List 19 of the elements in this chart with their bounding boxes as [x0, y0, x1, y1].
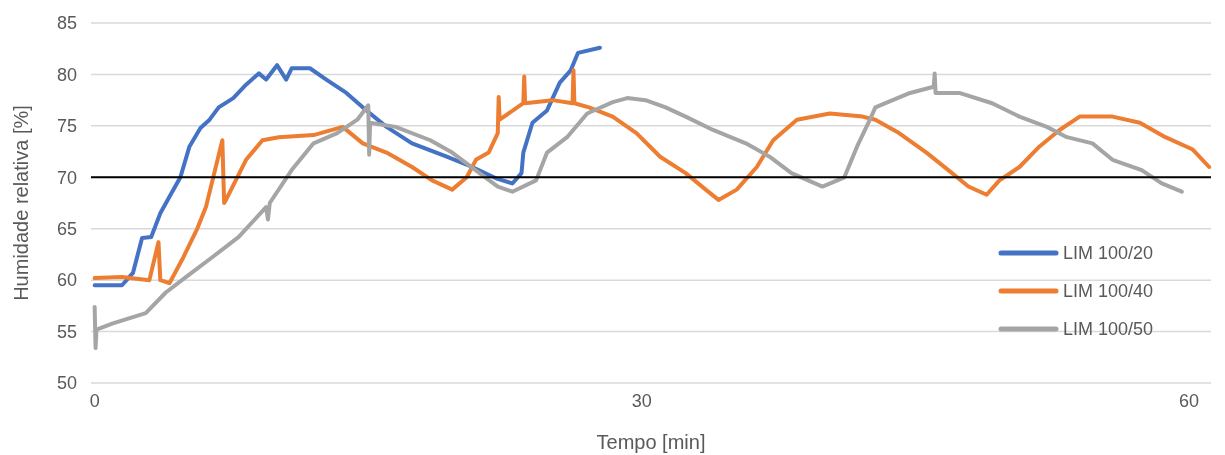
legend-label: LIM 100/50	[1063, 319, 1154, 340]
y-tick-label: 75	[56, 116, 77, 137]
line-series	[92, 68, 1212, 286]
y-tick-label: 65	[56, 219, 77, 240]
y-tick-label: 80	[56, 64, 77, 85]
legend-label: LIM 100/40	[1063, 281, 1154, 302]
legend-label: LIM 100/20	[1063, 243, 1154, 264]
x-tick-label: 0	[89, 391, 100, 411]
line-series	[92, 71, 1184, 351]
x-tick-label: 30	[631, 391, 652, 411]
y-tick-label: 55	[56, 321, 77, 342]
x-tick-label: 60	[1179, 391, 1200, 411]
line-series	[92, 45, 602, 288]
y-tick-label: 85	[56, 13, 77, 34]
y-axis-title: Humidade relativa [%]	[10, 105, 32, 301]
y-tick-label: 70	[56, 167, 77, 188]
y-tick-label: 50	[56, 373, 77, 394]
y-tick-label: 60	[56, 270, 77, 291]
x-axis-title: Tempo [min]	[596, 431, 706, 453]
